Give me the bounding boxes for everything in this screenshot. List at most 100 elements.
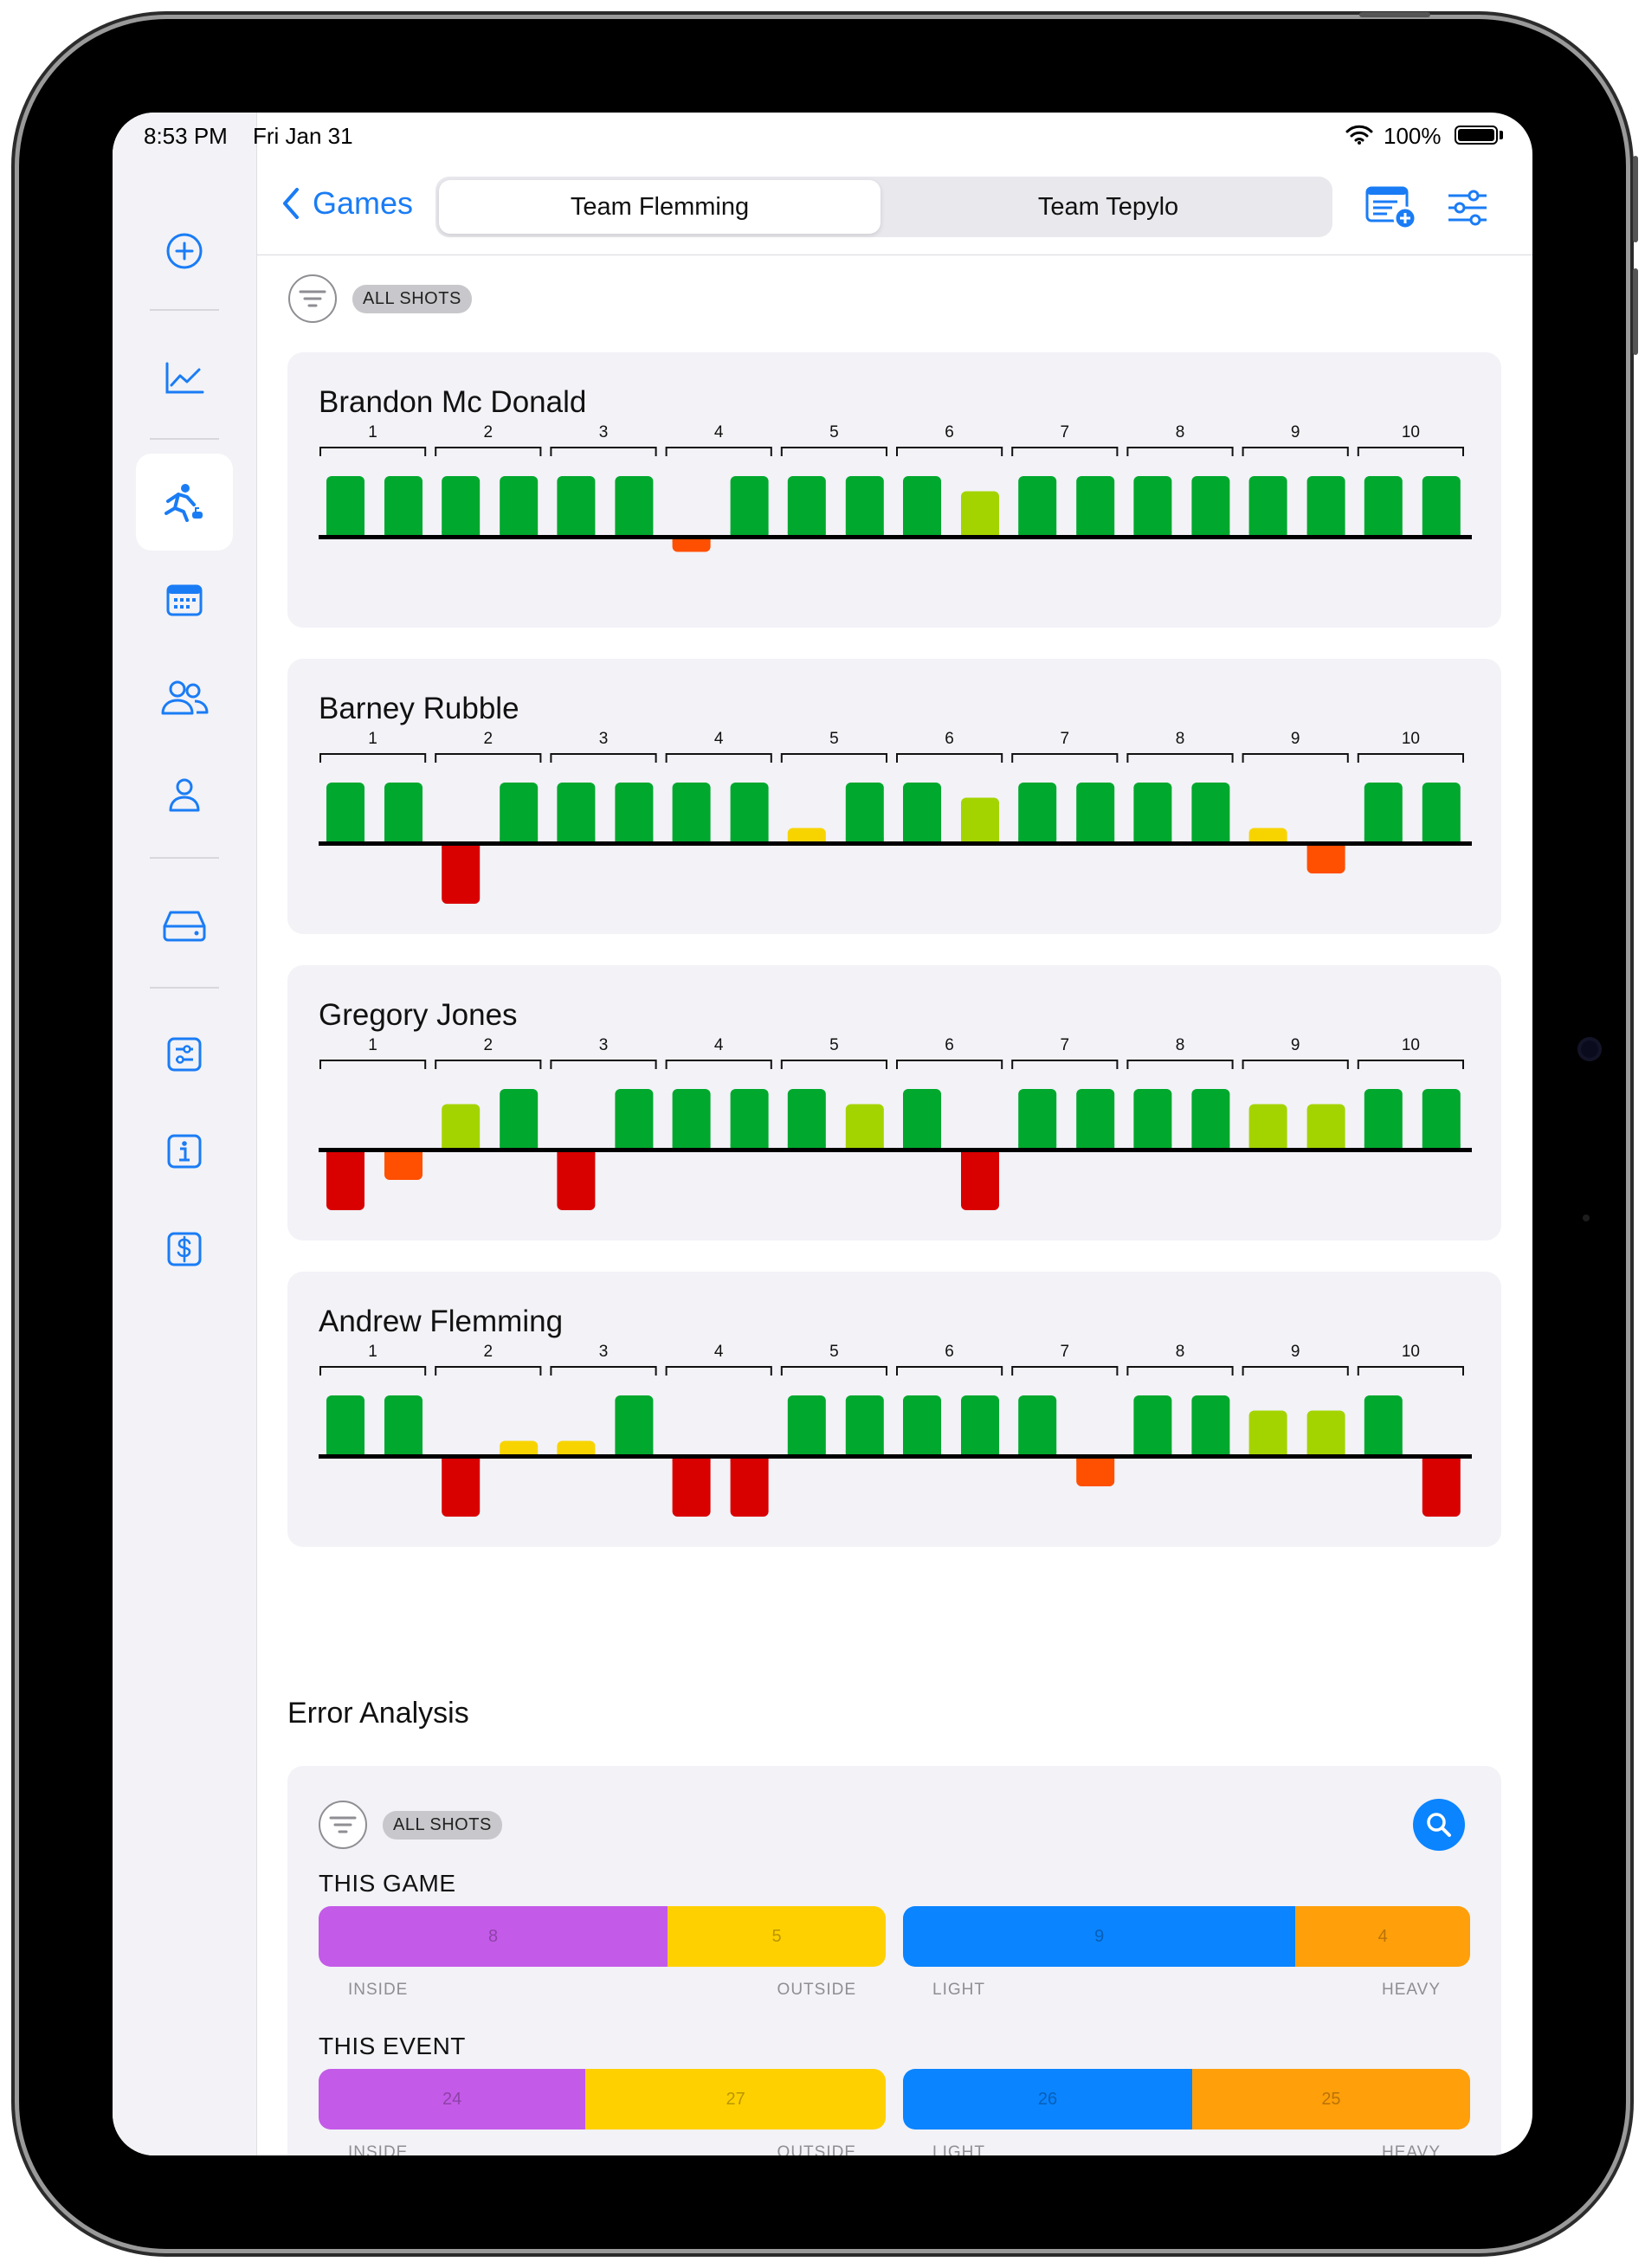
filter-icon[interactable] <box>288 274 337 323</box>
shot-bar-miss[interactable] <box>1422 1456 1461 1517</box>
shot-bar-made[interactable] <box>845 476 884 537</box>
sliders-icon[interactable] <box>158 1028 210 1080</box>
shot-bar-made[interactable] <box>1191 1395 1230 1456</box>
shot-bar-made[interactable] <box>961 491 999 538</box>
shot-bar-made[interactable] <box>1364 1089 1403 1150</box>
add-circle-icon[interactable] <box>158 225 210 277</box>
shot-bar-made[interactable] <box>615 1395 654 1456</box>
shot-bar-miss[interactable] <box>730 1456 769 1517</box>
people-icon[interactable] <box>158 672 210 724</box>
shot-bar-made[interactable] <box>1422 476 1461 537</box>
shot-bar-made[interactable] <box>787 476 826 537</box>
shot-bar-made[interactable] <box>384 476 423 537</box>
shot-bar-made[interactable] <box>1076 783 1115 843</box>
shot-bar-made[interactable] <box>1364 476 1403 537</box>
shot-bar-made[interactable] <box>1133 476 1172 537</box>
drive-icon[interactable] <box>158 899 210 950</box>
shot-bar-made[interactable] <box>845 783 884 843</box>
shot-bar-made[interactable] <box>557 783 596 843</box>
shot-bar-made[interactable] <box>1422 1089 1461 1150</box>
shot-bar-miss[interactable] <box>557 1150 596 1210</box>
shot-bar-made[interactable] <box>1248 476 1287 537</box>
shot-bar-miss[interactable] <box>442 1456 481 1517</box>
shot-bar-miss[interactable] <box>1076 1456 1115 1486</box>
shot-bar-made[interactable] <box>557 476 596 537</box>
shot-bar-made[interactable] <box>326 783 364 843</box>
shot-bar-made[interactable] <box>1133 1395 1172 1456</box>
shot-bar-miss[interactable] <box>961 1150 999 1210</box>
shot-bar-made[interactable] <box>500 1089 539 1150</box>
tab-team-flemming[interactable]: Team Flemming <box>439 180 881 234</box>
shot-bar-miss[interactable] <box>326 1150 364 1210</box>
shot-bar-made[interactable] <box>615 476 654 537</box>
shot-bar-made[interactable] <box>903 476 941 537</box>
shot-bar-made[interactable] <box>730 1089 769 1150</box>
shot-bar-made[interactable] <box>1422 783 1461 843</box>
filter-pill[interactable]: ALL SHOTS <box>383 1810 502 1840</box>
shot-bar-made[interactable] <box>1364 1395 1403 1456</box>
shot-bar-made[interactable] <box>1076 476 1115 537</box>
shot-bar-made[interactable] <box>1133 783 1172 843</box>
shot-bar-made[interactable] <box>1248 1104 1287 1150</box>
person-icon[interactable] <box>158 769 210 821</box>
shot-bar-made[interactable] <box>1306 1104 1345 1150</box>
shot-bar-made[interactable] <box>903 1089 941 1150</box>
shot-bar-made[interactable] <box>787 1089 826 1150</box>
shot-bar-made[interactable] <box>845 1104 884 1150</box>
shot-bar-made[interactable] <box>1133 1089 1172 1150</box>
filter-sliders-icon[interactable] <box>1440 180 1495 235</box>
shot-bar-made[interactable] <box>1306 1410 1345 1457</box>
shot-bar-miss[interactable] <box>442 843 481 904</box>
curling-icon[interactable] <box>158 476 210 528</box>
shot-bar-made[interactable] <box>1076 1089 1115 1150</box>
inside-outside-bar[interactable]: 24 27 <box>319 2069 886 2129</box>
shot-bar-made[interactable] <box>961 797 999 844</box>
chart-line-icon[interactable] <box>158 352 210 404</box>
shot-bar-made[interactable] <box>326 1395 364 1456</box>
shot-bar-made[interactable] <box>672 1089 711 1150</box>
shot-bar-made[interactable] <box>1018 1089 1057 1150</box>
add-list-icon[interactable] <box>1364 180 1419 235</box>
shot-bar-made[interactable] <box>672 783 711 843</box>
shot-bar-made[interactable] <box>1018 476 1057 537</box>
shot-bar-made[interactable] <box>903 783 941 843</box>
light-heavy-bar[interactable]: 26 25 <box>903 2069 1470 2129</box>
shot-bar-miss[interactable] <box>1306 843 1345 873</box>
shot-bar-made[interactable] <box>845 1395 884 1456</box>
shot-bar-made[interactable] <box>787 1395 826 1456</box>
shot-bar-made[interactable] <box>1191 783 1230 843</box>
filter-pill[interactable]: ALL SHOTS <box>352 284 472 313</box>
filter-icon[interactable] <box>319 1801 367 1849</box>
shot-bar-made[interactable] <box>615 1089 654 1150</box>
shot-bar-made[interactable] <box>500 476 539 537</box>
tab-team-tepylo[interactable]: Team Tepylo <box>1037 192 1179 221</box>
shot-bar-made[interactable] <box>730 476 769 537</box>
shot-bar-made[interactable] <box>1191 476 1230 537</box>
shot-bar-made[interactable] <box>442 476 481 537</box>
shot-bar-made[interactable] <box>384 1395 423 1456</box>
shot-bar-made[interactable] <box>615 783 654 843</box>
calendar-icon[interactable] <box>158 574 210 626</box>
shot-bar-made[interactable] <box>442 1104 481 1150</box>
back-button[interactable]: Games <box>281 185 413 222</box>
shot-bar-miss[interactable] <box>384 1150 423 1180</box>
shot-bar-made[interactable] <box>1191 1089 1230 1150</box>
shot-bar-made[interactable] <box>326 476 364 537</box>
shot-bar-made[interactable] <box>500 783 539 843</box>
shot-bar-made[interactable] <box>384 783 423 843</box>
shot-bar-made[interactable] <box>730 783 769 843</box>
shot-bar-made[interactable] <box>1018 1395 1057 1456</box>
shot-bar-made[interactable] <box>1306 476 1345 537</box>
info-icon[interactable] <box>158 1125 210 1177</box>
search-button[interactable] <box>1413 1799 1465 1851</box>
shot-bar-miss[interactable] <box>672 1456 711 1517</box>
shot-bar-made[interactable] <box>903 1395 941 1456</box>
shot-bar-made[interactable] <box>1018 783 1057 843</box>
shot-bar-made[interactable] <box>1248 1410 1287 1457</box>
end-label: 2 <box>484 1036 494 1054</box>
dollar-icon[interactable] <box>158 1223 210 1275</box>
shot-bar-made[interactable] <box>1364 783 1403 843</box>
shot-bar-made[interactable] <box>961 1395 999 1456</box>
